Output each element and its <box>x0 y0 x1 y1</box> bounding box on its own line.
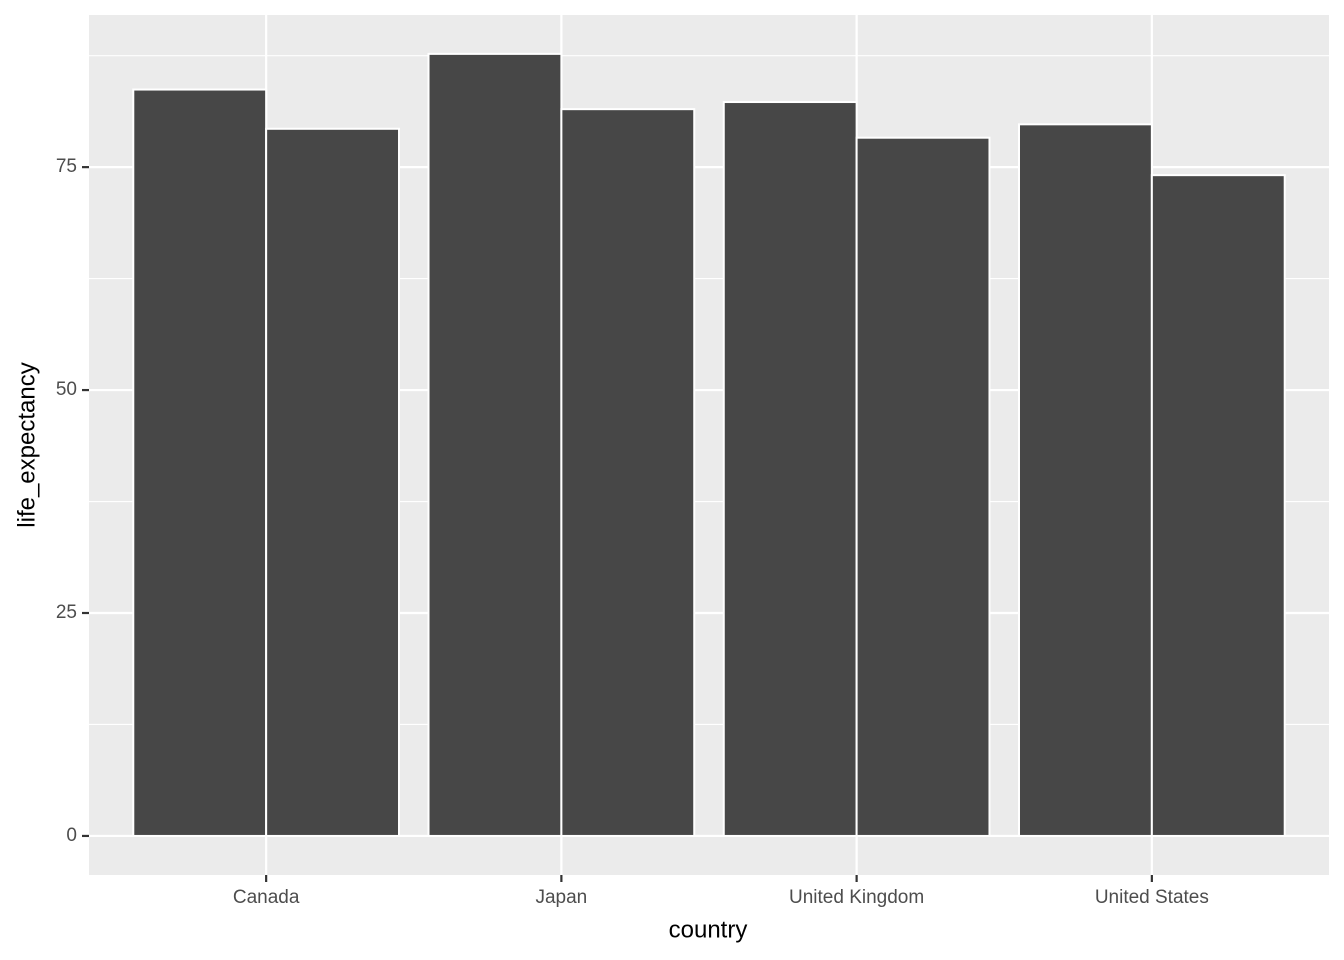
x-axis-title: country <box>669 916 748 943</box>
bar <box>132 88 268 837</box>
y-axis-title: life_expectancy <box>13 362 40 527</box>
bars <box>132 52 1286 837</box>
x-tick-label: Japan <box>535 887 587 908</box>
y-tick-label: 0 <box>66 825 77 846</box>
bar <box>855 136 991 837</box>
bar <box>560 108 696 837</box>
bar <box>722 101 858 837</box>
bar <box>1150 174 1286 837</box>
y-tick-label: 25 <box>56 602 77 623</box>
x-tick-label: United Kingdom <box>789 887 924 908</box>
bar <box>1018 123 1153 837</box>
bar <box>427 52 563 837</box>
x-tick-label: United States <box>1095 887 1209 908</box>
y-tick-label: 50 <box>56 379 77 400</box>
bar <box>265 127 400 837</box>
y-tick-label: 75 <box>56 156 77 177</box>
x-tick-label: Canada <box>233 887 300 908</box>
axes: 0 25 50 75 Canada Japan United Kingdom United S… <box>56 156 1209 908</box>
